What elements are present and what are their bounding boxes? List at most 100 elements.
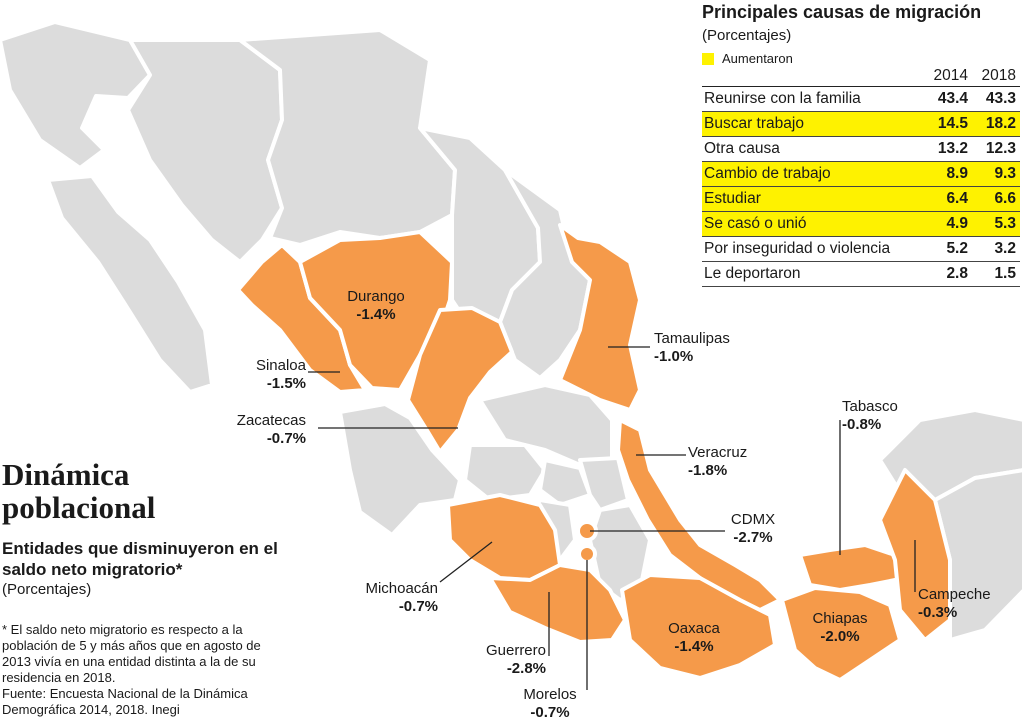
label-chiapas: Chiapas -2.0%	[800, 610, 880, 646]
legend: Aumentaron	[702, 51, 1024, 66]
state-chiapas	[780, 586, 902, 682]
cause-cell: Se casó o unió	[702, 211, 924, 237]
value-2018-cell: 18.2	[972, 111, 1020, 137]
cause-cell: Estudiar	[702, 186, 924, 212]
value-2014-cell: 8.9	[924, 161, 972, 187]
state-michoacan	[446, 493, 562, 582]
value-2014-cell: 14.5	[924, 111, 972, 137]
state-name: Tabasco	[842, 398, 898, 415]
panel-unit: (Porcentajes)	[702, 27, 792, 44]
label-veracruz: Veracruz -1.8%	[688, 444, 778, 480]
state-jalisco	[338, 402, 462, 537]
cause-cell: Le deportaron	[702, 261, 924, 287]
causes-panel: Principales causas de migración (Porcent…	[702, 0, 1024, 287]
value-2018-cell: 6.6	[972, 186, 1020, 212]
label-guerrero: Guerrero -2.8%	[462, 642, 546, 678]
table-row: Estudiar 6.4 6.6	[702, 186, 1020, 212]
label-oaxaca: Oaxaca -1.4%	[658, 620, 730, 656]
state-value: -0.3%	[918, 604, 958, 621]
state-value: -0.7%	[266, 430, 306, 447]
state-name: Durango	[347, 288, 405, 305]
value-2014-cell: 13.2	[924, 136, 972, 162]
table-row: Por inseguridad o violencia 5.2 3.2	[702, 236, 1020, 262]
state-name: Michoacán	[365, 580, 438, 597]
state-value: -1.8%	[688, 462, 728, 479]
state-queretaro	[538, 458, 592, 507]
subtitle: Entidades que disminuyeron en el saldo n…	[2, 539, 278, 579]
value-2018-cell: 1.5	[972, 261, 1020, 287]
value-2018-cell: 9.3	[972, 161, 1020, 187]
header-year-2018: 2018	[972, 67, 1020, 87]
title-line: poblacional	[2, 490, 156, 525]
state-value: -0.7%	[530, 704, 570, 721]
source: Fuente: Encuesta Nacional de la Dinámica…	[2, 686, 248, 717]
state-name: Sinaloa	[255, 357, 306, 374]
footnote: * El saldo neto migratorio es respecto a…	[2, 622, 261, 685]
table-row: Le deportaron 2.8 1.5	[702, 261, 1020, 287]
state-name: Tamaulipas	[654, 330, 730, 347]
label-tabasco: Tabasco -0.8%	[842, 398, 922, 434]
title-line: Dinámica	[2, 457, 130, 492]
unit-label: (Porcentajes)	[2, 581, 92, 598]
panel-title: Principales causas de migración	[702, 2, 982, 22]
state-guanajuato	[463, 443, 547, 502]
value-2018-cell: 43.3	[972, 86, 1020, 112]
cause-cell: Cambio de trabajo	[702, 161, 924, 187]
state-name: Zacatecas	[236, 412, 306, 429]
page-title: Dinámica poblacional	[2, 458, 155, 524]
value-2014-cell: 6.4	[924, 186, 972, 212]
state-value: -1.0%	[654, 348, 694, 365]
state-name: CDMX	[730, 511, 776, 528]
label-cdmx: CDMX -2.7%	[716, 511, 790, 547]
state-morelos	[577, 544, 597, 564]
legend-label: Aumentaron	[722, 51, 793, 66]
state-value: -2.7%	[733, 529, 773, 546]
table-row: Otra causa 13.2 12.3	[702, 136, 1020, 162]
value-2018-cell: 12.3	[972, 136, 1020, 162]
state-value: -1.5%	[266, 375, 306, 392]
state-value: -1.4%	[674, 638, 714, 655]
label-zacatecas: Zacatecas -0.7%	[200, 412, 306, 448]
state-name: Campeche	[918, 586, 991, 603]
label-durango: Durango -1.4%	[334, 288, 418, 324]
value-2014-cell: 4.9	[924, 211, 972, 237]
state-name: Oaxaca	[668, 620, 720, 637]
label-morelos: Morelos -0.7%	[510, 686, 590, 722]
legend-swatch	[702, 52, 714, 65]
state-value: -1.4%	[356, 306, 396, 323]
label-sinaloa: Sinaloa -1.5%	[232, 357, 306, 393]
label-campeche: Campeche -0.3%	[918, 586, 1018, 622]
state-value: -2.0%	[820, 628, 860, 645]
cause-cell: Buscar trabajo	[702, 111, 924, 137]
cause-cell: Otra causa	[702, 136, 924, 162]
state-value: -0.8%	[842, 416, 882, 433]
state-tamaulipas	[558, 223, 642, 412]
state-name: Morelos	[523, 686, 577, 703]
table-header: 2014 2018	[702, 67, 1020, 87]
state-name: Veracruz	[688, 444, 748, 461]
causes-table: 2014 2018 Reunirse con la familia 43.4 43.…	[702, 67, 1020, 287]
state-name: Guerrero	[485, 642, 546, 659]
state-tabasco	[798, 543, 907, 592]
leader-michoacan	[439, 541, 493, 583]
value-2014-cell: 5.2	[924, 236, 972, 262]
state-value: -2.8%	[506, 660, 546, 677]
state-veracruz	[616, 418, 782, 612]
table-row: Reunirse con la familia 43.4 43.3	[702, 86, 1020, 112]
state-baja-california	[0, 20, 152, 170]
notes: * El saldo neto migratorio es respecto a…	[2, 622, 292, 718]
table-row: Cambio de trabajo 8.9 9.3	[702, 161, 1020, 187]
state-name: Chiapas	[812, 610, 868, 627]
state-chihuahua	[238, 28, 457, 247]
value-2018-cell: 5.3	[972, 211, 1020, 237]
label-tamaulipas: Tamaulipas -1.0%	[654, 330, 764, 366]
state-value: -0.7%	[398, 598, 438, 615]
value-2014-cell: 43.4	[924, 86, 972, 112]
state-baja-california-sur	[46, 174, 214, 394]
header-year-2014: 2014	[924, 67, 972, 87]
cause-cell: Por inseguridad o violencia	[702, 236, 924, 262]
state-zacatecas	[406, 306, 514, 454]
state-oaxaca	[620, 573, 777, 680]
table-row: Se casó o unió 4.9 5.3	[702, 211, 1020, 237]
